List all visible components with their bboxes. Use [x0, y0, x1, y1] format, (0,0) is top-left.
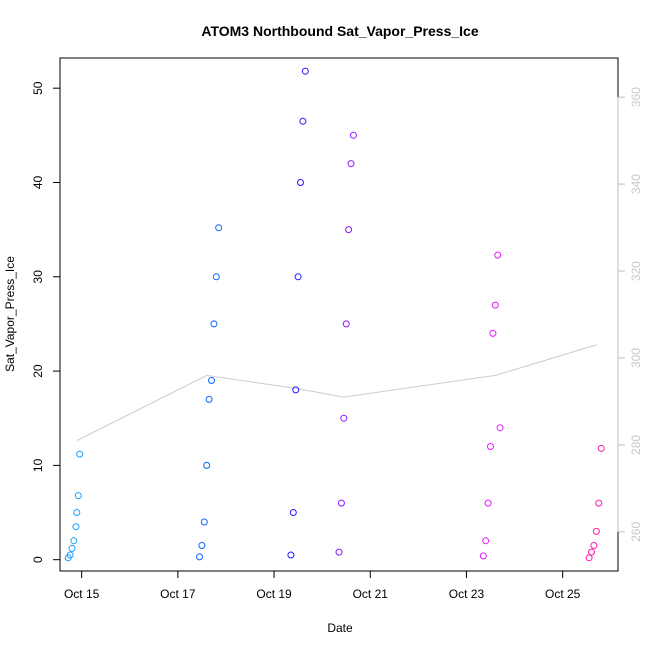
data-point [196, 553, 203, 561]
data-point [198, 542, 206, 549]
data-point [294, 273, 302, 281]
data-point [592, 527, 600, 535]
chart-title: ATOM3 Northbound Sat_Vapor_Press_Ice [201, 23, 478, 39]
data-point [74, 492, 82, 500]
data-point [292, 386, 300, 394]
y2-tick-label: 280 [629, 435, 643, 455]
y-axis-label: Sat_Vapor_Press_Ice [3, 256, 17, 372]
series-2 [196, 224, 223, 561]
data-point [337, 499, 345, 507]
data-point [345, 226, 353, 234]
y2-tick-label: 260 [629, 522, 643, 542]
data-point [76, 450, 84, 458]
data-point [349, 131, 357, 139]
data-point [212, 273, 220, 281]
secondary-series-line [76, 344, 597, 442]
series-5 [479, 251, 504, 560]
data-point [342, 320, 350, 328]
y-tick-label: 40 [31, 175, 45, 189]
data-point [595, 499, 603, 507]
data-point [588, 548, 595, 556]
data-point [203, 461, 211, 469]
x-tick-label: Oct 15 [64, 587, 100, 601]
data-point [597, 444, 605, 452]
y2-tick-label: 340 [629, 174, 643, 194]
left-axis: 0 10 20 30 40 50 [31, 81, 61, 563]
y-tick-label: 30 [31, 270, 45, 284]
data-point [73, 509, 81, 516]
y2-tick-label: 360 [629, 87, 643, 107]
series-3 [287, 67, 309, 559]
y-tick-label: 10 [31, 458, 45, 472]
data-point [482, 537, 490, 545]
data-point [347, 160, 355, 168]
y-tick-label: 0 [31, 556, 45, 563]
data-point [585, 554, 593, 562]
y2-tick-label: 320 [629, 261, 643, 281]
data-point [68, 544, 76, 552]
data-point [210, 320, 218, 328]
data-point [489, 329, 497, 337]
y-tick-label: 20 [31, 364, 45, 378]
data-point [215, 224, 223, 232]
bottom-axis: Oct 15 Oct 17 Oct 19 Oct 21 Oct 23 Oct 25 [64, 570, 581, 601]
data-point [590, 542, 598, 549]
data-point [479, 552, 487, 560]
data-point [70, 537, 78, 545]
data-point [205, 395, 213, 403]
data-point [484, 499, 492, 507]
data-point [494, 251, 502, 259]
data-point [301, 67, 309, 75]
data-point [297, 179, 304, 186]
x-tick-label: Oct 17 [160, 587, 196, 601]
data-point [340, 414, 348, 422]
x-tick-label: Oct 25 [545, 587, 581, 601]
x-tick-label: Oct 19 [256, 587, 292, 601]
series-6 [585, 444, 605, 562]
data-point [487, 443, 494, 450]
series-1 [64, 450, 84, 562]
series-4 [335, 131, 357, 556]
data-point [299, 117, 307, 125]
plot-area [64, 67, 605, 562]
data-point [200, 518, 208, 526]
plot-box [59, 57, 619, 572]
y-tick-label: 50 [31, 81, 45, 95]
y2-tick-label: 300 [629, 348, 643, 368]
data-point [72, 523, 80, 531]
data-point [496, 424, 504, 432]
data-point [491, 301, 499, 309]
x-axis-label: Date [327, 621, 353, 635]
data-point [287, 551, 295, 559]
x-tick-label: Oct 21 [353, 587, 389, 601]
x-tick-label: Oct 23 [449, 587, 485, 601]
data-point [289, 509, 297, 516]
data-point [335, 548, 343, 556]
data-point [66, 551, 74, 559]
data-point [208, 377, 215, 384]
right-axis: 260 280 300 320 340 360 [617, 87, 643, 542]
